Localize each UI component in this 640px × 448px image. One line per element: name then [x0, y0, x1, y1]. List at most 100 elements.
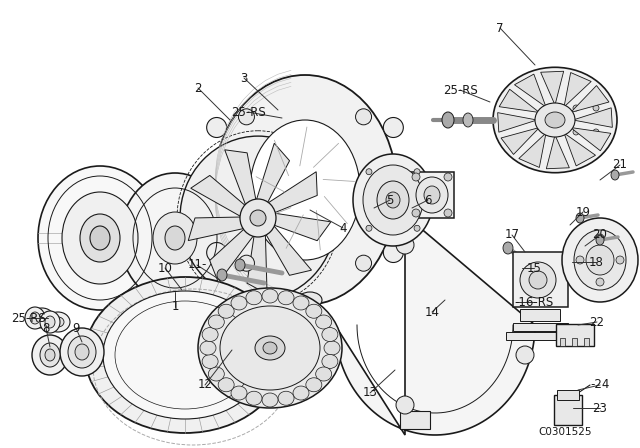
Ellipse shape: [75, 344, 89, 360]
Text: 25-RS: 25-RS: [11, 311, 45, 324]
Polygon shape: [547, 135, 570, 169]
Ellipse shape: [45, 316, 55, 328]
Ellipse shape: [120, 173, 230, 303]
Polygon shape: [519, 133, 546, 168]
Text: 22: 22: [589, 315, 605, 328]
Ellipse shape: [562, 218, 638, 302]
Ellipse shape: [383, 242, 403, 263]
Bar: [584, 338, 589, 346]
Bar: [520, 309, 560, 321]
Ellipse shape: [529, 271, 547, 289]
Ellipse shape: [52, 317, 64, 327]
Text: 25-RS: 25-RS: [443, 83, 477, 96]
Ellipse shape: [278, 391, 294, 405]
Ellipse shape: [293, 386, 309, 400]
Ellipse shape: [386, 192, 400, 208]
Text: -16-RS: -16-RS: [515, 296, 554, 309]
Text: 14: 14: [424, 306, 440, 319]
Ellipse shape: [298, 292, 322, 308]
Text: 10: 10: [157, 262, 172, 275]
Ellipse shape: [68, 336, 96, 368]
Ellipse shape: [207, 117, 227, 138]
Polygon shape: [498, 112, 537, 132]
Ellipse shape: [90, 226, 110, 250]
Polygon shape: [571, 86, 609, 112]
Ellipse shape: [596, 278, 604, 286]
Ellipse shape: [366, 225, 372, 231]
Ellipse shape: [424, 186, 440, 204]
Ellipse shape: [250, 210, 266, 226]
Ellipse shape: [255, 336, 285, 360]
Ellipse shape: [202, 354, 218, 368]
Ellipse shape: [202, 327, 218, 341]
Bar: [400, 411, 430, 429]
Ellipse shape: [180, 136, 336, 300]
Text: 21: 21: [612, 159, 627, 172]
Ellipse shape: [412, 173, 420, 181]
Ellipse shape: [293, 296, 309, 310]
Ellipse shape: [208, 315, 224, 329]
Ellipse shape: [516, 286, 534, 304]
Ellipse shape: [45, 349, 55, 361]
Ellipse shape: [574, 230, 626, 290]
Ellipse shape: [250, 120, 360, 260]
Ellipse shape: [356, 109, 372, 125]
Ellipse shape: [316, 367, 332, 381]
Polygon shape: [266, 226, 312, 276]
Text: 15: 15: [527, 262, 541, 275]
Polygon shape: [275, 213, 331, 241]
Ellipse shape: [463, 113, 473, 127]
Polygon shape: [269, 172, 317, 212]
Ellipse shape: [240, 199, 276, 237]
Ellipse shape: [416, 177, 448, 213]
Text: 19: 19: [575, 206, 591, 219]
Ellipse shape: [217, 269, 227, 281]
Ellipse shape: [306, 304, 322, 318]
Polygon shape: [564, 133, 596, 166]
Bar: [410, 172, 454, 218]
Ellipse shape: [535, 103, 575, 137]
Text: 9: 9: [72, 322, 80, 335]
Ellipse shape: [596, 235, 604, 245]
Ellipse shape: [218, 378, 234, 392]
Text: 1: 1: [172, 301, 179, 314]
Polygon shape: [247, 235, 267, 294]
Ellipse shape: [231, 386, 247, 400]
Ellipse shape: [200, 341, 216, 355]
Polygon shape: [571, 128, 611, 151]
Ellipse shape: [616, 256, 624, 264]
Ellipse shape: [366, 169, 372, 175]
Ellipse shape: [444, 173, 452, 181]
Ellipse shape: [80, 214, 120, 262]
Polygon shape: [210, 229, 253, 282]
Ellipse shape: [356, 255, 372, 271]
Ellipse shape: [213, 75, 397, 305]
Ellipse shape: [377, 181, 409, 219]
Ellipse shape: [231, 296, 247, 310]
Ellipse shape: [545, 112, 565, 128]
Bar: [557, 390, 579, 400]
Ellipse shape: [25, 307, 45, 329]
Ellipse shape: [593, 129, 599, 135]
Ellipse shape: [442, 112, 454, 128]
Ellipse shape: [412, 209, 420, 217]
Ellipse shape: [207, 242, 227, 263]
Ellipse shape: [218, 304, 234, 318]
Ellipse shape: [165, 226, 185, 250]
Polygon shape: [541, 71, 564, 105]
Bar: [572, 104, 600, 136]
Ellipse shape: [444, 209, 452, 217]
Ellipse shape: [30, 312, 40, 324]
Ellipse shape: [62, 192, 138, 284]
Ellipse shape: [363, 165, 423, 235]
Ellipse shape: [396, 396, 414, 414]
Ellipse shape: [414, 169, 420, 175]
Polygon shape: [564, 73, 591, 107]
Polygon shape: [501, 128, 540, 155]
Ellipse shape: [306, 378, 322, 392]
Ellipse shape: [239, 255, 255, 271]
Text: 11-: 11-: [188, 258, 207, 271]
Bar: [572, 338, 577, 346]
Ellipse shape: [353, 154, 433, 246]
Ellipse shape: [520, 262, 556, 298]
